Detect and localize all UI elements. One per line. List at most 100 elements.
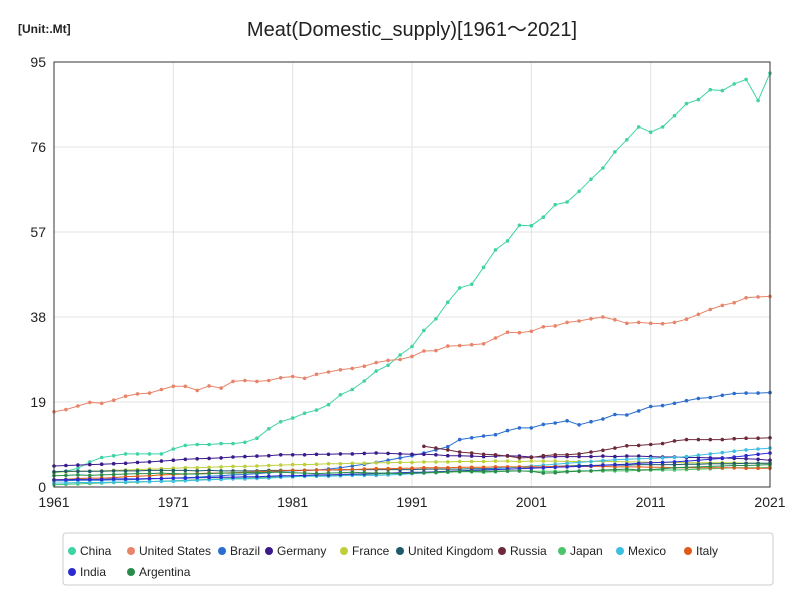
data-point [171, 458, 176, 463]
data-point [446, 453, 450, 458]
data-point [135, 469, 140, 473]
data-point [577, 189, 581, 194]
data-point [171, 471, 176, 476]
data-point [457, 459, 462, 464]
data-point [195, 442, 199, 447]
data-point [159, 459, 164, 463]
data-point [481, 265, 486, 270]
data-point [565, 419, 569, 423]
data-point [111, 398, 116, 403]
data-point [529, 329, 534, 334]
data-point [267, 463, 271, 468]
data-point [660, 403, 665, 408]
data-point [601, 315, 605, 319]
data-point [720, 464, 725, 468]
data-point [684, 459, 689, 463]
legend-item-united-kingdom: United Kingdom [396, 544, 493, 558]
data-point [457, 343, 462, 348]
data-point [111, 472, 116, 477]
data-point [207, 456, 211, 461]
legend-label: Russia [510, 544, 547, 558]
data-point [398, 353, 402, 357]
data-point [613, 446, 617, 450]
data-point [672, 401, 677, 406]
legend-item-germany: Germany [265, 544, 326, 558]
data-point [243, 464, 247, 469]
data-point [76, 466, 80, 471]
data-point [386, 358, 390, 363]
data-point [660, 466, 665, 471]
data-point [88, 477, 92, 482]
data-point [255, 436, 259, 441]
data-point [636, 443, 641, 448]
data-point [696, 97, 701, 102]
legend-marker [127, 547, 135, 555]
data-point [135, 452, 140, 456]
legend-item-united-states: United States [127, 544, 211, 558]
series-line-russia [423, 437, 771, 459]
data-point [493, 453, 498, 457]
data-point [648, 130, 653, 134]
data-point [207, 475, 211, 480]
data-point [350, 470, 355, 475]
data-point [601, 166, 605, 170]
data-point [255, 454, 259, 458]
data-point [672, 455, 677, 460]
legend-label: United Kingdom [408, 544, 493, 558]
data-point [135, 392, 140, 396]
data-point [76, 473, 80, 477]
data-point [183, 457, 188, 462]
data-point [422, 460, 426, 464]
data-point [76, 477, 80, 482]
y-tick-label: 0 [38, 479, 46, 495]
data-point [577, 464, 581, 469]
data-point [76, 463, 80, 467]
legend-item-france: France [340, 544, 390, 558]
data-point [398, 466, 402, 471]
data-point [147, 479, 152, 484]
data-point [350, 464, 355, 468]
data-point [386, 451, 390, 456]
data-point [99, 477, 104, 482]
data-point [613, 454, 617, 459]
data-point [374, 466, 379, 471]
data-point [636, 125, 641, 129]
legend-marker [68, 547, 76, 555]
data-point [314, 468, 319, 472]
data-point [457, 437, 462, 442]
data-point [267, 378, 271, 383]
data-point [553, 470, 557, 475]
data-point [744, 436, 748, 441]
legend-item-brazil: Brazil [218, 544, 260, 558]
data-point [88, 473, 92, 478]
data-point [88, 469, 92, 474]
data-point [529, 466, 534, 471]
data-point [88, 400, 92, 405]
data-point [290, 474, 295, 478]
data-point [446, 444, 450, 449]
data-point [601, 417, 605, 421]
data-point [123, 477, 128, 481]
data-point [231, 471, 235, 475]
data-point [481, 469, 486, 474]
data-point [88, 460, 92, 464]
data-point [267, 470, 271, 475]
data-point [708, 464, 713, 469]
data-point [434, 460, 438, 464]
data-point [613, 412, 617, 417]
data-point [613, 317, 617, 322]
series-united-states [52, 294, 772, 414]
data-point [410, 354, 414, 359]
data-point [243, 474, 247, 479]
legend-item-india: India [68, 565, 106, 579]
data-point [517, 426, 522, 430]
data-point [147, 471, 152, 476]
data-point [636, 454, 641, 458]
data-point [350, 467, 355, 472]
data-point [446, 470, 450, 474]
data-point [278, 419, 283, 424]
data-point [625, 457, 629, 462]
data-point [123, 472, 128, 476]
data-point [171, 384, 176, 389]
